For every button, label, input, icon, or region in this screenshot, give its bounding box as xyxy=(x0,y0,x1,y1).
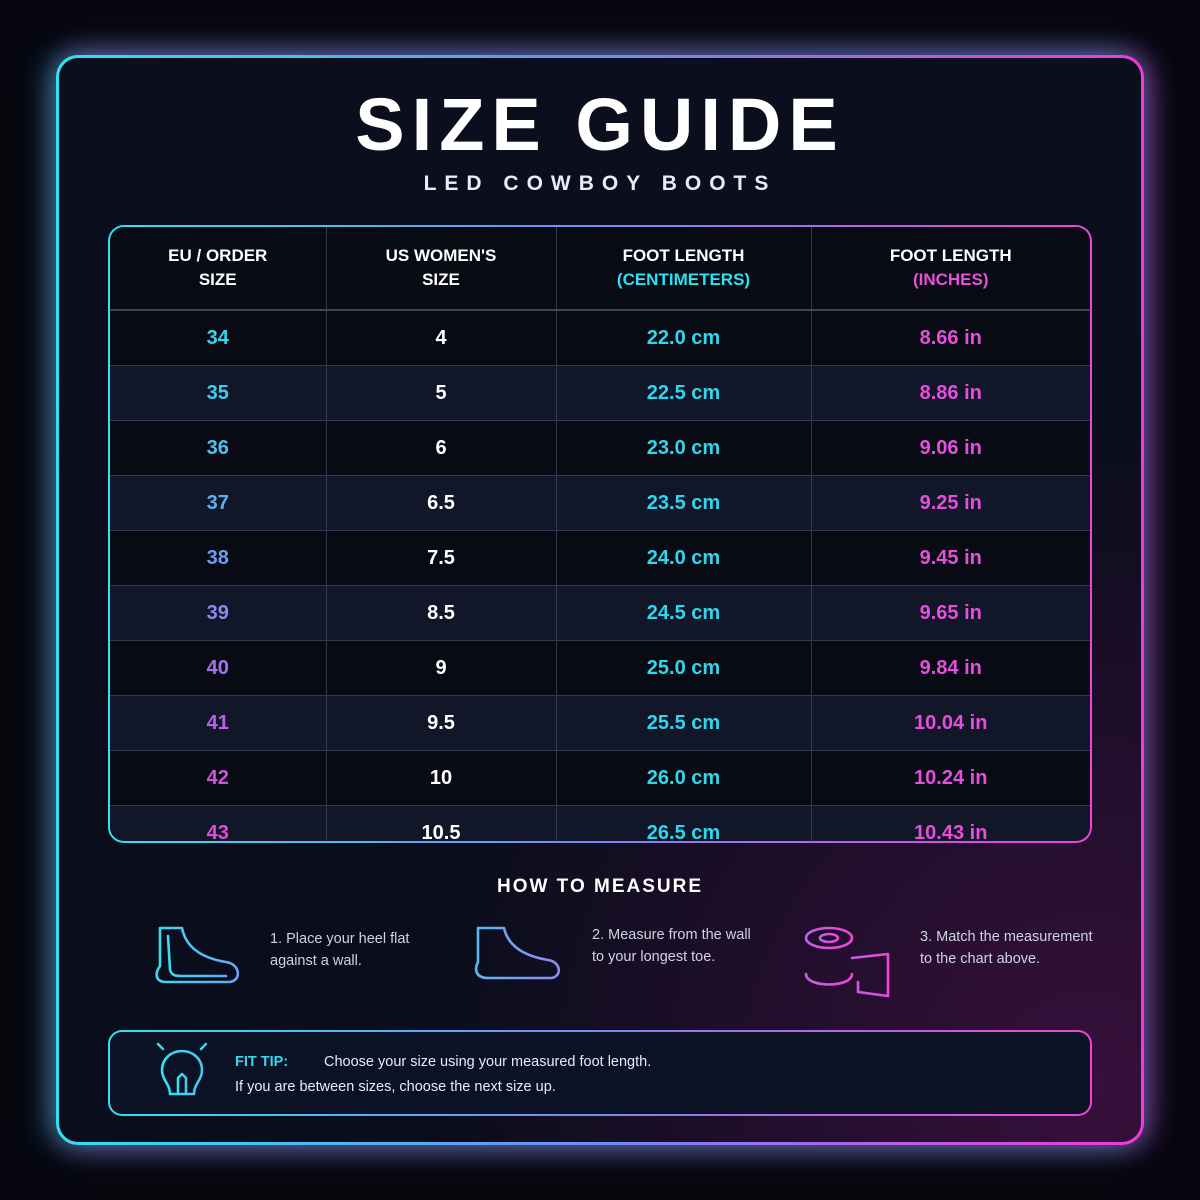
cell-foot-length-cm: 22.5 cm xyxy=(556,365,812,421)
page-subtitle: LED COWBOY BOOTS xyxy=(423,172,777,195)
cell-us-size: 9.5 xyxy=(326,695,557,751)
cell-us-size: 5 xyxy=(326,365,557,421)
cell-foot-length-inches: 9.65 in xyxy=(811,585,1090,641)
cell-foot-length-cm: 24.0 cm xyxy=(556,530,812,586)
fit-tip-line-1: Choose your size using your measured foo… xyxy=(324,1054,652,1070)
size-table: EU / ORDER SIZE US WOMEN'S SIZE FOOT LEN… xyxy=(110,227,1090,841)
cell-us-size: 8.5 xyxy=(326,585,557,641)
lightbulb-icon xyxy=(142,1034,222,1114)
table-row: 38 7.5 24.0 cm 9.45 in xyxy=(110,530,1090,586)
cell-foot-length-inches: 10.24 in xyxy=(811,750,1090,806)
cell-foot-length-cm: 25.0 cm xyxy=(556,640,812,696)
how-to-measure-title: HOW TO MEASURE xyxy=(496,876,704,897)
cell-foot-length-cm: 24.5 cm xyxy=(556,585,812,641)
cell-us-size: 6.5 xyxy=(326,475,557,531)
cell-us-size: 10.5 xyxy=(326,805,557,841)
cell-foot-length-inches: 9.84 in xyxy=(811,640,1090,696)
column-header-us: US WOMEN'S SIZE xyxy=(326,227,557,311)
cell-us-size: 4 xyxy=(326,310,557,366)
cell-foot-length-inches: 9.06 in xyxy=(811,420,1090,476)
page-title: SIZE GUIDE xyxy=(355,83,845,166)
size-table-frame: EU / ORDER SIZE US WOMEN'S SIZE FOOT LEN… xyxy=(108,225,1092,843)
cell-foot-length-inches: 10.04 in xyxy=(811,695,1090,751)
cell-eu-size: 35 xyxy=(110,365,327,421)
cell-eu-size: 34 xyxy=(110,310,327,366)
cell-us-size: 6 xyxy=(326,420,557,476)
foot-measure-icon xyxy=(460,924,566,1002)
table-header-row: EU / ORDER SIZE US WOMEN'S SIZE FOOT LEN… xyxy=(110,227,1090,311)
cell-foot-length-inches: 9.45 in xyxy=(811,530,1090,586)
cell-foot-length-cm: 26.0 cm xyxy=(556,750,812,806)
table-row: 35 5 22.5 cm 8.86 in xyxy=(110,365,1090,421)
column-header-cm: FOOT LENGTH (CENTIMETERS) xyxy=(556,227,812,311)
cell-eu-size: 39 xyxy=(110,585,327,641)
cell-foot-length-cm: 23.5 cm xyxy=(556,475,812,531)
cell-foot-length-inches: 8.86 in xyxy=(811,365,1090,421)
cell-foot-length-cm: 26.5 cm xyxy=(556,805,812,841)
cell-eu-size: 43 xyxy=(110,805,327,841)
table-row: 41 9.5 25.5 cm 10.04 in xyxy=(110,695,1090,751)
cell-eu-size: 36 xyxy=(110,420,327,476)
fit-tip-line-2: If you are between sizes, choose the nex… xyxy=(235,1079,556,1095)
fit-tip-box: FIT TIP: Choose your size using your mea… xyxy=(108,1030,1092,1116)
measure-step-1: 1. Place your heel flat against a wall. xyxy=(270,931,410,969)
table-row: 37 6.5 23.5 cm 9.25 in xyxy=(110,475,1090,531)
fit-tip-label: FIT TIP: xyxy=(235,1054,289,1070)
cell-eu-size: 41 xyxy=(110,695,327,751)
measure-step-3: 3. Match the measurement to the chart ab… xyxy=(920,929,1093,967)
cell-eu-size: 42 xyxy=(110,750,327,806)
cell-eu-size: 37 xyxy=(110,475,327,531)
cell-us-size: 7.5 xyxy=(326,530,557,586)
column-header-inches: FOOT LENGTH (INCHES) xyxy=(811,227,1090,311)
cell-eu-size: 38 xyxy=(110,530,327,586)
cell-us-size: 10 xyxy=(326,750,557,806)
table-row: 40 9 25.0 cm 9.84 in xyxy=(110,640,1090,696)
table-row: 34 4 22.0 cm 8.66 in xyxy=(110,310,1090,366)
cell-foot-length-cm: 25.5 cm xyxy=(556,695,812,751)
column-header-eu: EU / ORDER SIZE xyxy=(110,227,327,311)
measure-step-2: 2. Measure from the wall to your longest… xyxy=(592,927,751,965)
table-row: 36 6 23.0 cm 9.06 in xyxy=(110,420,1090,476)
tape-measure-icon xyxy=(804,926,890,998)
cell-foot-length-inches: 9.25 in xyxy=(811,475,1090,531)
cell-foot-length-cm: 22.0 cm xyxy=(556,310,812,366)
table-row: 43 10.5 26.5 cm 10.43 in xyxy=(110,805,1090,841)
cell-foot-length-inches: 8.66 in xyxy=(811,310,1090,366)
table-row: 39 8.5 24.5 cm 9.65 in xyxy=(110,585,1090,641)
heel-against-wall-icon xyxy=(140,926,246,998)
cell-us-size: 9 xyxy=(326,640,557,696)
cell-foot-length-inches: 10.43 in xyxy=(811,805,1090,841)
cell-foot-length-cm: 23.0 cm xyxy=(556,420,812,476)
table-row: 42 10 26.0 cm 10.24 in xyxy=(110,750,1090,806)
cell-eu-size: 40 xyxy=(110,640,327,696)
